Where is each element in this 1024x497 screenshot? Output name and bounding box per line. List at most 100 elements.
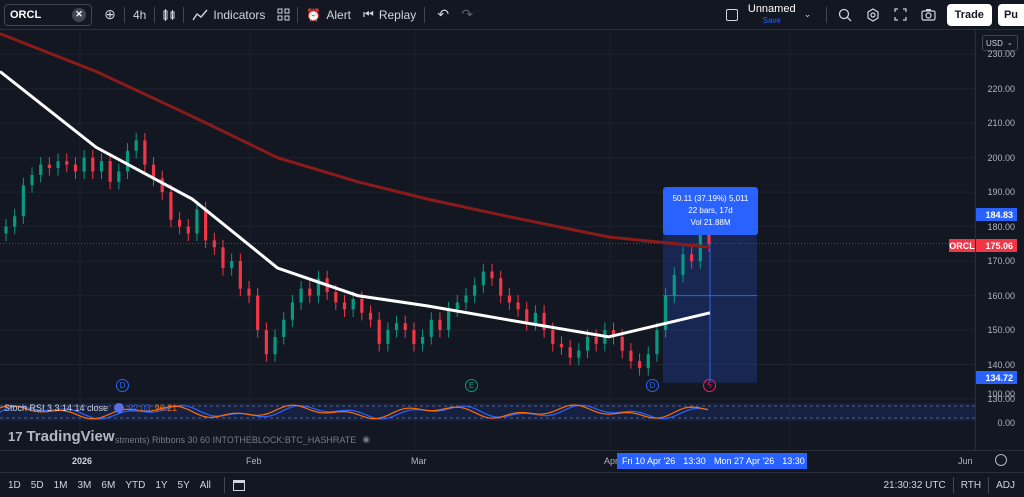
dividend-marker[interactable]: D [116, 379, 129, 392]
ribbons-indicator-legend[interactable]: stments) Ribbons 30 60 INTOTHEBLOCK:BTC_… [115, 434, 370, 445]
range-all[interactable]: All [199, 479, 211, 491]
templates-grid-icon[interactable] [271, 3, 295, 27]
price-tick-label: 130.00 [987, 394, 1015, 404]
settings-gear-icon[interactable] [114, 403, 125, 413]
range-1d[interactable]: 1D [8, 479, 21, 491]
layout-save-status: Save [762, 15, 781, 25]
fullscreen-icon[interactable] [889, 3, 913, 27]
candle-body [65, 161, 69, 165]
candle-body [143, 140, 147, 165]
layout-checkbox-icon[interactable] [720, 3, 744, 27]
currency-selector[interactable]: USD ⌄ [982, 35, 1018, 51]
candle-body [490, 271, 494, 279]
candle-body [342, 302, 347, 310]
divider [124, 6, 125, 23]
camera-icon[interactable] [917, 3, 941, 27]
candle-body [672, 274, 676, 296]
candle-body [412, 330, 416, 344]
stoch-rsi-legend[interactable]: Stoch RSI 3 3 14 14 close 92.03 96.21 [4, 403, 177, 413]
candle-body [82, 157, 86, 172]
candle-body [525, 309, 529, 324]
price-tick-label: 150.00 [987, 325, 1015, 336]
candle-body [386, 330, 390, 344]
currency-label: USD [986, 38, 1003, 48]
utc-clock[interactable]: 21:30:32 UTC [883, 479, 946, 491]
indicators-button[interactable]: Indicators [186, 0, 271, 30]
candle-style-icon[interactable] [157, 3, 181, 27]
candle-body [91, 157, 95, 172]
moving-averages [0, 32, 711, 339]
symbol-tag: ORCL [949, 239, 975, 252]
alert-button[interactable]: ⏰ Alert [300, 0, 357, 30]
earnings-marker[interactable]: E [465, 379, 478, 392]
price-axis[interactable]: USD ⌄ 230.00 220.00 210.00 200.00 190.00 180.… [975, 30, 1024, 450]
candle-body [429, 319, 433, 337]
chevron-down-icon[interactable]: ⌄ [803, 9, 812, 19]
range-5y[interactable]: 5Y [177, 479, 190, 491]
redo-icon[interactable]: ↷ [461, 6, 474, 22]
candle-body [499, 278, 503, 296]
undo-icon[interactable]: ↶ [437, 6, 450, 22]
time-axis-settings-icon[interactable] [995, 454, 1007, 466]
candle-body [273, 336, 277, 355]
stoch-d-value: 96.21 [154, 403, 178, 413]
range-1y[interactable]: 1Y [155, 479, 168, 491]
candle-body [464, 295, 468, 303]
time-axis[interactable]: 2026 Feb Mar Apr Jun Fri 10 Apr '26 13:3… [0, 450, 1024, 470]
candle-body [577, 350, 581, 358]
candle-body [186, 226, 190, 234]
session-toggle[interactable]: RTH [960, 479, 982, 491]
range-ytd[interactable]: YTD [125, 479, 146, 491]
start-time: 13:30 [683, 456, 706, 466]
compare-add-icon[interactable]: ⊕ [104, 6, 116, 22]
symbol-search[interactable]: ORCL ✕ [4, 3, 92, 26]
candle-body [690, 254, 694, 262]
tv-mark-icon: 17 [8, 429, 23, 444]
replay-label: Replay [378, 7, 417, 22]
candle-body [256, 295, 260, 331]
divider [825, 6, 827, 23]
range-5d[interactable]: 5D [30, 479, 44, 491]
candle-body [30, 174, 34, 186]
ribbons-title: stments) Ribbons 30 60 INTOTHEBLOCK:BTC_… [115, 434, 357, 445]
candle-body [334, 292, 338, 303]
lightning-icon[interactable]: ϟ [703, 379, 716, 392]
close-icon[interactable]: ✕ [72, 7, 86, 22]
osc-tick-0: 0.00 [997, 418, 1015, 428]
top-toolbar: ORCL ✕ ⊕ 4h Indicators ⏰ Alert ⏮ Replay … [0, 0, 1024, 30]
chart-grid [0, 30, 975, 450]
replay-button[interactable]: ⏮ Replay [357, 0, 422, 30]
candle-body [151, 164, 156, 179]
trade-button[interactable]: Trade [946, 3, 992, 26]
layout-name[interactable]: Unnamed Save [748, 3, 796, 26]
range-1m[interactable]: 1M [53, 479, 68, 491]
candle-body [204, 209, 208, 241]
range-6m[interactable]: 6M [101, 479, 116, 491]
divider [952, 477, 954, 493]
candle-body [73, 164, 78, 172]
candle-body [160, 178, 164, 193]
publish-button[interactable]: Pu [997, 3, 1024, 26]
candle-body [568, 347, 572, 358]
candle-body [247, 288, 251, 296]
dividend-marker[interactable]: D [646, 379, 659, 392]
date-range-calendar-icon[interactable] [232, 479, 245, 491]
candle-body [21, 185, 25, 217]
settings-gear-icon[interactable] [861, 3, 885, 27]
range-3m[interactable]: 3M [77, 479, 92, 491]
candle-body [351, 299, 355, 310]
candle-body [681, 254, 685, 275]
candle-body [473, 285, 477, 296]
price-tick-label: 160.00 [987, 290, 1015, 301]
adjust-toggle[interactable]: ADJ [996, 479, 1015, 491]
chart-pane[interactable]: 50.11 (37.19%) 5,011 22 bars, 17d Vol 21… [0, 30, 975, 450]
candle-body [377, 319, 381, 344]
candle-body [611, 330, 616, 337]
eye-icon[interactable]: ◉ [362, 434, 371, 444]
price-chart[interactable] [0, 30, 975, 450]
candle-body [368, 312, 373, 320]
interval-button[interactable]: 4h [133, 7, 147, 22]
candle-body [238, 261, 242, 289]
time-label-apr: Apr [604, 456, 619, 466]
quick-search-icon[interactable] [833, 3, 857, 27]
